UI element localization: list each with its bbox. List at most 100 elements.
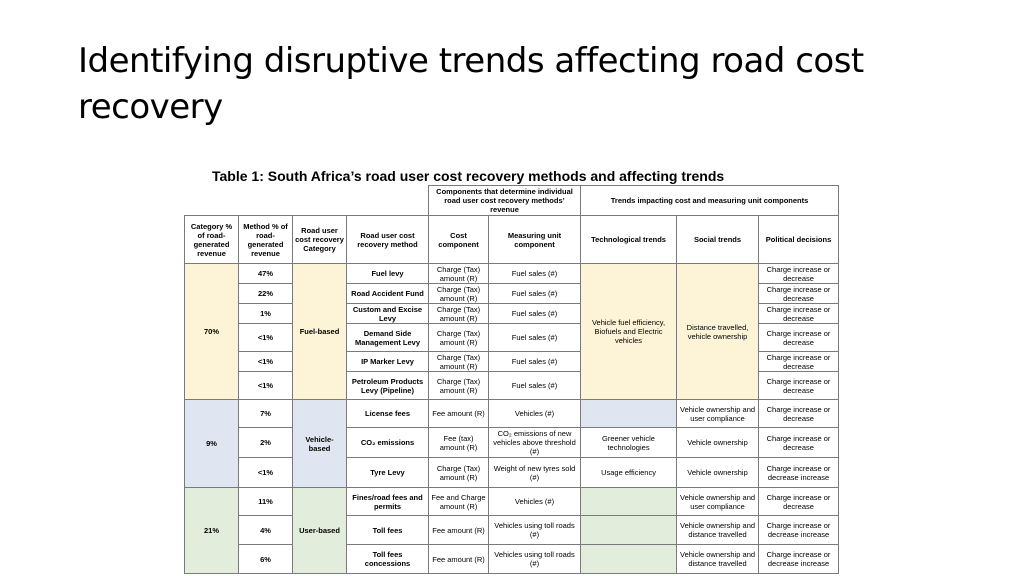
measuring-unit-cell: Vehicles using toll roads (#) bbox=[487, 515, 582, 545]
political-cell: Charge increase or decrease increase bbox=[758, 515, 840, 545]
table-row: <1% Petroleum Products Levy (Pipeline) C… bbox=[185, 371, 840, 400]
method-pct: 4% bbox=[238, 515, 293, 545]
social-cell: Vehicle ownership bbox=[676, 427, 760, 458]
measuring-unit-cell: CO₂ emissions of new vehicles above thre… bbox=[487, 427, 582, 458]
method-pct: 6% bbox=[238, 544, 293, 574]
method-name: Petroleum Products Levy (Pipeline) bbox=[346, 371, 429, 400]
measuring-unit-cell: Weight of new tyres sold (#) bbox=[487, 457, 582, 488]
header-category: Category % of road-generated revenue bbox=[184, 215, 239, 264]
technological-cell bbox=[580, 544, 678, 574]
cost-component-cell: Fee (tax) amount (R) bbox=[428, 427, 489, 458]
method-pct: 22% bbox=[238, 283, 293, 304]
method-name: Custom and Excise Levy bbox=[346, 303, 429, 324]
political-cell: Charge increase or decrease bbox=[758, 303, 840, 324]
header-road-user-cost-method: Road user cost recovery method bbox=[346, 215, 429, 264]
cost-component-cell: Fee amount (R) bbox=[428, 544, 489, 574]
measuring-unit-cell: Fuel sales (#) bbox=[487, 283, 582, 304]
header-empty-cell bbox=[184, 185, 429, 216]
measuring-unit-cell: Vehicles using toll roads (#) bbox=[487, 544, 582, 574]
technological-cell: Greener vehicle technologies bbox=[580, 427, 678, 458]
technological-cell bbox=[580, 487, 678, 516]
technological-cell: Usage efficiency bbox=[580, 457, 678, 488]
method-name: IP Marker Levy bbox=[346, 351, 429, 372]
technological-trend-fuel: Vehicle fuel efficiency, Biofuels and El… bbox=[580, 263, 678, 400]
method-pct: <1% bbox=[238, 351, 293, 372]
method-name: Toll fees bbox=[346, 515, 429, 545]
political-cell: Charge increase or decrease bbox=[758, 487, 840, 516]
cost-component-cell: Charge (Tax) amount (R) bbox=[428, 457, 489, 488]
category-user-based: User-based bbox=[292, 487, 347, 574]
header-technological: Technological trends bbox=[580, 215, 678, 264]
social-cell: Vehicle ownership and user compliance bbox=[676, 487, 760, 516]
cost-component-cell: Fee amount (R) bbox=[428, 515, 489, 545]
header-trends-group: Trends impacting cost and measuring unit… bbox=[580, 185, 840, 216]
political-cell: Charge increase or decrease bbox=[758, 351, 840, 372]
method-name: CO₂ emissions bbox=[346, 427, 429, 458]
cost-component-cell: Charge (Tax) amount (R) bbox=[428, 351, 489, 372]
header-components-group: Components that determine individual roa… bbox=[427, 185, 582, 216]
political-cell: Charge increase or decrease bbox=[758, 371, 840, 400]
method-pct: <1% bbox=[238, 457, 293, 488]
method-pct: 7% bbox=[238, 399, 293, 428]
political-cell: Charge increase or decrease increase bbox=[758, 544, 840, 574]
table-row: 9% 7% Vehicle-based License fees Fee amo… bbox=[184, 399, 840, 488]
social-cell: Vehicle ownership and distance travelled bbox=[676, 515, 760, 545]
header-measuring-unit: Measuring unit component bbox=[487, 215, 582, 264]
category-pct-user: 21% bbox=[184, 487, 239, 574]
method-name: Toll fees concessions bbox=[346, 544, 429, 574]
method-name: Demand Side Management Levy bbox=[346, 323, 429, 352]
category-pct-fuel: 70% bbox=[184, 263, 239, 400]
technological-cell bbox=[580, 515, 678, 545]
method-name: Tyre Levy bbox=[346, 457, 429, 488]
technological-cell bbox=[580, 399, 678, 428]
cost-component-cell: Charge (Tax) amount (R) bbox=[428, 303, 489, 324]
political-cell: Charge increase or decrease bbox=[758, 323, 840, 352]
table-row: 21% 11% User-based Fines/road fees and p… bbox=[184, 487, 840, 574]
header-row-groups: Components that determine individual roa… bbox=[184, 185, 840, 216]
header-method-pct: Method % of road-generated revenue bbox=[238, 215, 293, 264]
header-political: Political decisions bbox=[758, 215, 840, 264]
method-pct: <1% bbox=[238, 371, 293, 400]
political-cell: Charge increase or decrease bbox=[758, 283, 840, 304]
category-vehicle-based: Vehicle-based bbox=[292, 399, 347, 488]
political-cell: Charge increase or decrease bbox=[758, 427, 840, 458]
table-row: 4% Toll fees Fee amount (R) Vehicles usi… bbox=[185, 515, 840, 545]
category-pct-vehicle: 9% bbox=[184, 399, 239, 488]
cost-component-cell: Charge (Tax) amount (R) bbox=[428, 371, 489, 400]
header-social: Social trends bbox=[676, 215, 760, 264]
political-cell: Charge increase or decrease bbox=[758, 399, 840, 428]
measuring-unit-cell: Vehicles (#) bbox=[487, 399, 582, 428]
method-name: Fines/road fees and permits bbox=[346, 487, 429, 516]
table-row: <1% Tyre Levy Charge (Tax) amount (R) We… bbox=[185, 457, 840, 488]
category-fuel-based: Fuel-based bbox=[292, 263, 347, 400]
cost-recovery-table: Components that determine individual roa… bbox=[184, 185, 840, 574]
header-row-columns: Category % of road-generated revenue Met… bbox=[184, 215, 840, 264]
header-cost-component: Cost component bbox=[428, 215, 489, 264]
table-row: 6% Toll fees concessions Fee amount (R) … bbox=[185, 544, 840, 574]
measuring-unit-cell: Fuel sales (#) bbox=[487, 303, 582, 324]
method-pct: 47% bbox=[238, 263, 293, 284]
measuring-unit-cell: Fuel sales (#) bbox=[487, 263, 582, 284]
social-cell: Vehicle ownership and distance travelled bbox=[676, 544, 760, 574]
method-pct: 1% bbox=[238, 303, 293, 324]
cost-component-cell: Fee amount (R) bbox=[428, 399, 489, 428]
method-name: Road Accident Fund bbox=[346, 283, 429, 304]
measuring-unit-cell: Fuel sales (#) bbox=[487, 323, 582, 352]
political-cell: Charge increase or decrease bbox=[758, 263, 840, 284]
social-cell: Vehicle ownership and user compliance bbox=[676, 399, 760, 428]
cost-component-cell: Charge (Tax) amount (R) bbox=[428, 283, 489, 304]
table-row: 70% 47% Fuel-based Fuel levy Charge (Tax… bbox=[184, 263, 840, 400]
slide-title: Identifying disruptive trends affecting … bbox=[78, 41, 864, 127]
social-cell: Vehicle ownership bbox=[676, 457, 760, 488]
method-name: License fees bbox=[346, 399, 429, 428]
political-cell: Charge increase or decrease increase bbox=[758, 457, 840, 488]
cost-component-cell: Charge (Tax) amount (R) bbox=[428, 263, 489, 284]
cost-component-cell: Fee and Charge amount (R) bbox=[428, 487, 489, 516]
table-caption: Table 1: South Africa’s road user cost r… bbox=[212, 168, 725, 184]
method-pct: <1% bbox=[238, 323, 293, 352]
measuring-unit-cell: Fuel sales (#) bbox=[487, 371, 582, 400]
measuring-unit-cell: Fuel sales (#) bbox=[487, 351, 582, 372]
table-row: 2% CO₂ emissions Fee (tax) amount (R) CO… bbox=[185, 427, 840, 458]
measuring-unit-cell: Vehicles (#) bbox=[487, 487, 582, 516]
method-pct: 2% bbox=[238, 427, 293, 458]
